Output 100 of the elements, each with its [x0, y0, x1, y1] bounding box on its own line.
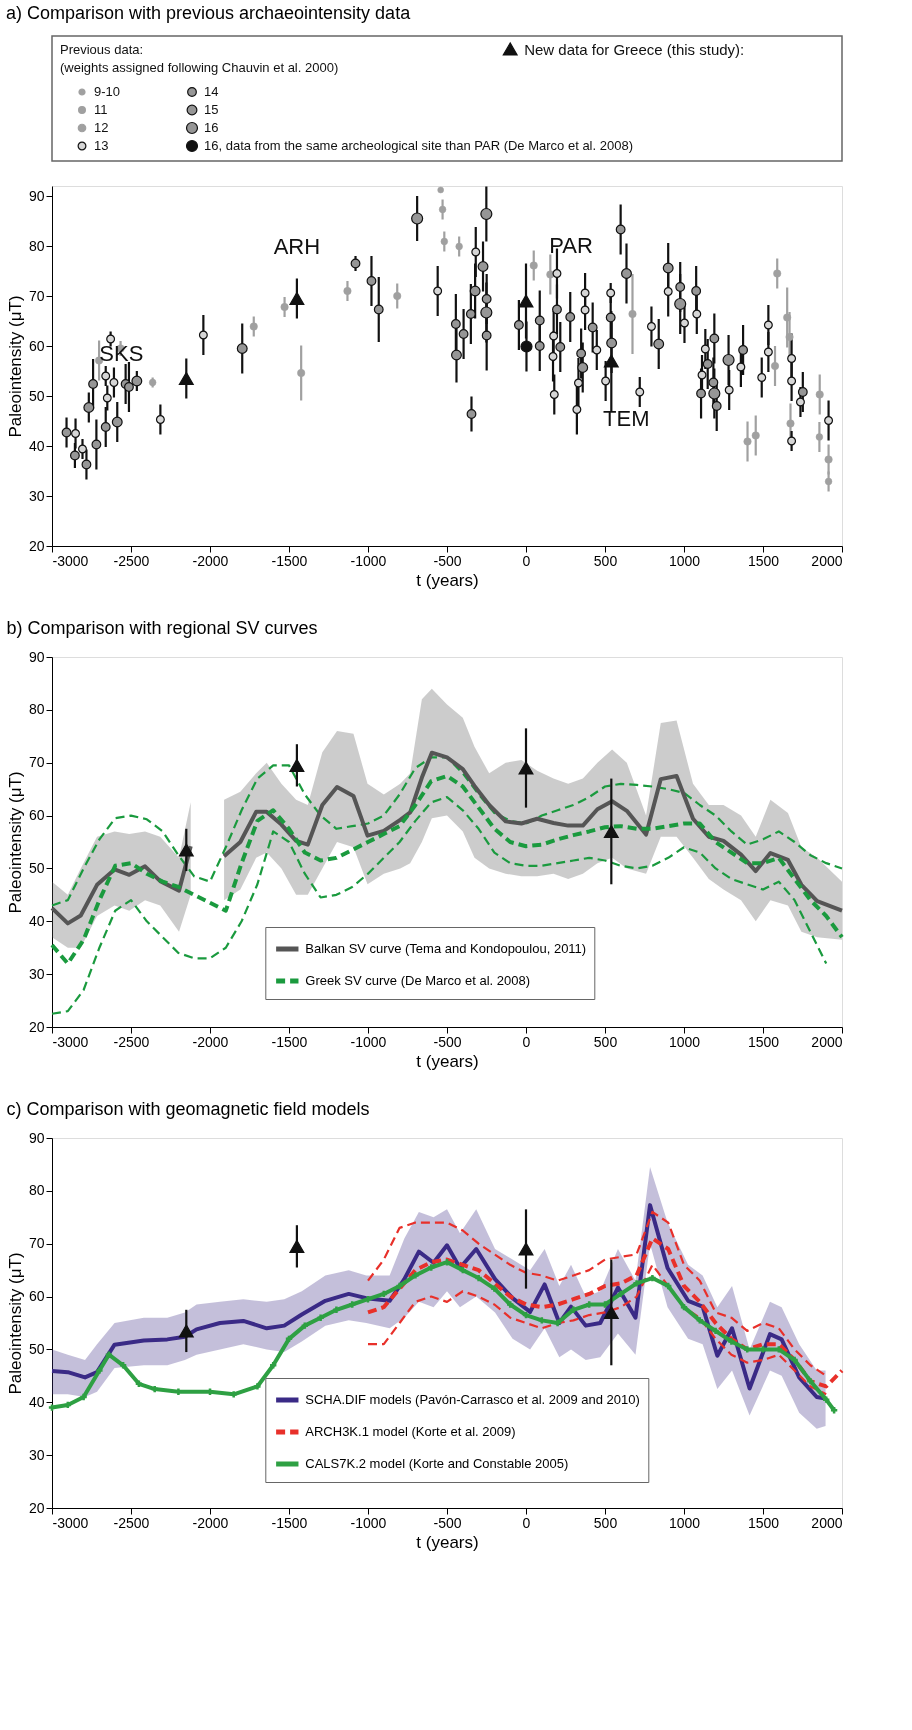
point	[534, 315, 545, 326]
point	[785, 333, 794, 341]
y-tick-label: 80	[28, 1182, 45, 1199]
chart-title: a) Comparison with previous archaeointensity data	[5, 3, 412, 24]
point	[708, 387, 721, 400]
point	[491, 1285, 498, 1292]
point	[738, 345, 749, 355]
x-tick-label: -500	[433, 1033, 462, 1050]
point	[728, 1338, 735, 1345]
point	[697, 370, 707, 380]
line-series	[50, 773, 844, 966]
point	[131, 375, 143, 387]
point	[722, 353, 735, 367]
point	[440, 237, 448, 246]
point	[96, 1367, 103, 1374]
y-tick-label: 20	[28, 1499, 45, 1516]
point	[797, 387, 808, 397]
point	[815, 433, 824, 441]
point	[451, 349, 462, 361]
point	[350, 258, 361, 269]
point	[662, 262, 674, 274]
x-tick-label: -1000	[350, 1033, 387, 1050]
point	[635, 387, 645, 397]
point	[529, 261, 538, 270]
point	[373, 304, 384, 315]
annotation: SKS	[99, 340, 144, 366]
point	[771, 362, 779, 370]
y-tick-label: 80	[28, 237, 45, 254]
point	[587, 322, 598, 333]
point	[289, 758, 305, 772]
point	[621, 268, 632, 279]
legend-title: Previous data: (weights assigned following Chauvin et al. 2000)	[60, 42, 339, 75]
point	[301, 1322, 308, 1329]
x-tick-label: -1500	[271, 552, 308, 569]
point	[708, 377, 719, 388]
point	[178, 843, 194, 857]
point	[437, 186, 444, 194]
point	[773, 269, 782, 278]
point	[450, 319, 461, 329]
point	[411, 212, 424, 225]
point	[573, 378, 583, 388]
x-tick-label: 2000	[811, 1514, 843, 1531]
x-axis-title: t (years)	[416, 1051, 479, 1071]
x-tick-label: -2500	[113, 552, 150, 569]
point	[554, 1319, 561, 1327]
point	[466, 409, 477, 419]
point	[105, 1351, 113, 1358]
y-tick-label: 70	[28, 754, 45, 771]
point	[481, 330, 492, 341]
point	[109, 378, 119, 387]
x-axis-title: t (years)	[416, 1532, 479, 1552]
point	[102, 393, 112, 403]
point	[458, 329, 469, 339]
x-tick-label: 2000	[811, 1033, 843, 1050]
point	[111, 416, 123, 428]
x-tick-label: -500	[433, 552, 462, 569]
y-tick-label: 80	[28, 701, 45, 718]
point	[289, 1239, 305, 1253]
point	[433, 286, 443, 296]
legend-label: 16	[204, 120, 219, 135]
point	[580, 305, 590, 315]
legend-label: 13	[94, 138, 109, 153]
point	[393, 292, 402, 300]
legend-label: 12	[94, 120, 109, 135]
point	[606, 288, 616, 298]
point	[513, 320, 524, 330]
point	[69, 450, 80, 461]
point	[743, 437, 752, 446]
point	[101, 371, 111, 381]
y-tick-label: 70	[28, 1235, 45, 1252]
point	[546, 270, 555, 279]
point	[712, 1327, 719, 1335]
line-series	[366, 1236, 844, 1389]
y-tick-label: 40	[28, 437, 45, 454]
legend-label: 14	[204, 84, 219, 99]
point	[565, 312, 576, 322]
point	[119, 1362, 127, 1369]
point	[680, 318, 689, 328]
point	[155, 415, 165, 424]
chart-title: b) Comparison with regional SV curves	[6, 618, 318, 638]
point	[751, 431, 760, 440]
legend-label: SCHA.DIF models (Pavón-Carrasco et al. 2009 and 2010)	[305, 1392, 640, 1407]
legend-label: Greek SV curve (De Marco et al. 2008)	[305, 973, 530, 988]
point	[78, 444, 87, 454]
point	[653, 338, 665, 350]
point	[815, 390, 824, 399]
point	[178, 1324, 194, 1338]
x-tick-label: -2000	[192, 1514, 229, 1531]
point	[88, 379, 99, 389]
y-tick-label: 90	[28, 187, 45, 204]
x-tick-label: -2500	[113, 1514, 150, 1531]
y-tick-label: 40	[28, 1393, 45, 1410]
x-tick-label: 2000	[811, 552, 843, 569]
x-tick-label: -500	[433, 1514, 462, 1531]
legend-label: 11	[94, 102, 108, 117]
point	[823, 1396, 830, 1403]
y-tick-label: 90	[28, 648, 45, 665]
point	[601, 376, 611, 386]
point	[81, 459, 92, 470]
y-tick-label: 70	[28, 287, 45, 304]
